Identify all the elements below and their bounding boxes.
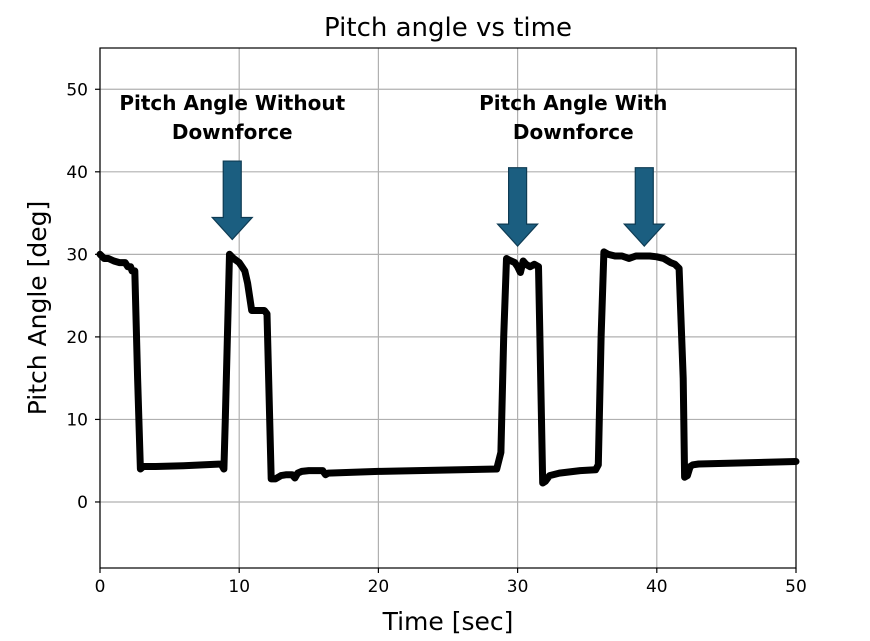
- x-tick-label: 10: [228, 577, 250, 597]
- x-tick-label: 0: [95, 577, 106, 597]
- annotation-line: Downforce: [172, 120, 293, 144]
- x-tick-label: 30: [507, 577, 529, 597]
- axis-ticks: 0 10 20 30 40 50 0 10 20 30 40 50: [66, 80, 806, 597]
- y-tick-label: 50: [66, 80, 88, 100]
- y-tick-label: 20: [66, 328, 88, 348]
- x-tick-label: 20: [368, 577, 390, 597]
- plot-frame: [99, 47, 797, 569]
- pitch-angle-line: [96, 248, 800, 487]
- down-arrow-icon: [496, 167, 539, 247]
- y-tick-label: 40: [66, 163, 88, 183]
- y-tick-label: 10: [66, 410, 88, 430]
- x-tick-label: 50: [785, 577, 807, 597]
- annotation-text: Pitch Angle With Downforce: [479, 91, 667, 144]
- annotation-arrows: [210, 160, 666, 247]
- series: [96, 248, 800, 487]
- annotation-text: Pitch Angle Without Downforce: [119, 91, 345, 144]
- annotation-line: Pitch Angle With: [479, 91, 667, 115]
- x-tick-label: 40: [646, 577, 668, 597]
- x-axis-label: Time [sec]: [382, 607, 514, 636]
- chart-title: Pitch angle vs time: [324, 13, 572, 43]
- down-arrow-icon: [622, 167, 666, 247]
- down-arrow-icon: [210, 160, 254, 241]
- annotation-line: Pitch Angle Without: [119, 91, 345, 115]
- y-tick-label: 30: [66, 245, 88, 265]
- annotation-line: Downforce: [513, 120, 634, 144]
- y-tick-label: 0: [77, 493, 88, 513]
- y-axis-label: Pitch Angle [deg]: [23, 201, 52, 416]
